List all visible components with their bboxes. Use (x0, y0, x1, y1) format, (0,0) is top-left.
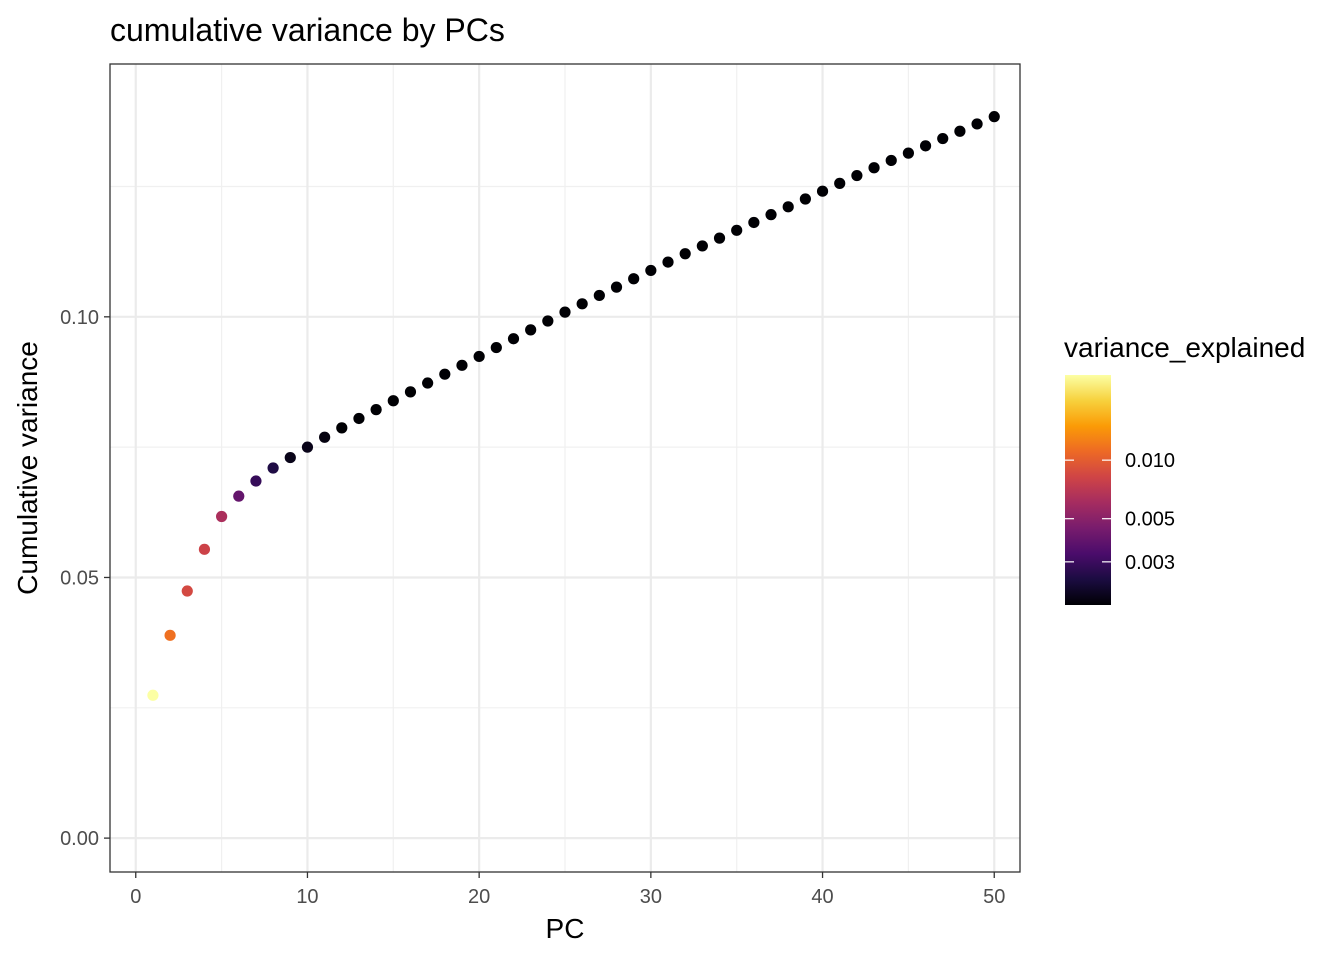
legend-tick-label: 0.010 (1125, 450, 1175, 472)
legend-ticks: 0.010 0.005 0.003 (1065, 450, 1175, 574)
y-tick-label: 0.00 (60, 828, 99, 850)
data-point (937, 132, 949, 145)
data-point (593, 289, 605, 302)
x-tick-label: 20 (468, 886, 490, 908)
data-point (868, 162, 880, 174)
panel-border (109, 63, 1021, 873)
data-point (731, 224, 743, 236)
data-point (473, 350, 485, 363)
plot-panel (109, 63, 1021, 873)
legend-tick-label: 0.005 (1125, 509, 1175, 531)
x-tick-label: 50 (983, 886, 1005, 908)
y-tick-label: 0.10 (60, 307, 99, 329)
x-tick-label: 40 (811, 886, 833, 908)
color-legend: variance_explained 0.010 0.005 0.003 (1064, 332, 1305, 605)
legend-tick-label: 0.003 (1125, 552, 1175, 574)
data-point (422, 377, 434, 389)
data-point (988, 111, 1000, 123)
data-point (713, 232, 726, 244)
data-point (233, 490, 245, 502)
data-point (851, 169, 863, 182)
legend-colorbar (1065, 375, 1111, 605)
data-points (147, 111, 1000, 701)
data-point (902, 147, 914, 159)
data-point (353, 412, 365, 425)
x-tick-label: 0 (130, 886, 141, 908)
data-point (679, 248, 691, 260)
data-point (336, 422, 348, 434)
legend-title: variance_explained (1064, 332, 1305, 363)
data-point (507, 333, 520, 345)
data-point (404, 386, 417, 398)
data-point (267, 462, 279, 474)
data-point (490, 341, 502, 354)
data-point (954, 125, 966, 137)
data-point (319, 431, 331, 443)
data-point (782, 201, 794, 213)
data-point (370, 404, 382, 416)
y-axis-title: Cumulative variance (12, 341, 43, 595)
data-point (645, 264, 657, 277)
data-point (816, 185, 829, 197)
data-point (748, 216, 760, 229)
data-point (834, 177, 846, 189)
data-point (628, 273, 640, 285)
data-point (971, 118, 983, 130)
data-point (559, 306, 571, 318)
data-point (439, 368, 451, 380)
grid-lines (110, 64, 1020, 872)
data-point (164, 629, 176, 641)
data-point (284, 451, 296, 464)
data-point (799, 193, 811, 205)
x-axis: 0 10 20 30 40 50 (130, 872, 1005, 908)
chart-title: cumulative variance by PCs (110, 12, 505, 48)
y-tick-label: 0.05 (60, 567, 99, 589)
y-axis: 0.00 0.05 0.10 (60, 307, 110, 850)
x-axis-title: PC (546, 913, 585, 944)
data-point (662, 256, 674, 268)
data-point (576, 298, 588, 310)
data-point (147, 689, 159, 701)
data-point (542, 315, 554, 327)
data-point (387, 395, 399, 407)
x-tick-label: 30 (640, 886, 662, 908)
data-point (525, 324, 537, 336)
data-point (181, 585, 193, 597)
data-point (301, 441, 314, 453)
x-tick-label: 10 (296, 886, 318, 908)
data-point (885, 154, 897, 167)
data-point (216, 510, 228, 523)
data-point (456, 359, 468, 371)
data-point (765, 209, 777, 221)
data-point (610, 281, 623, 293)
data-point (198, 543, 211, 555)
data-point (250, 475, 262, 487)
data-point (919, 140, 932, 152)
data-point (696, 240, 708, 252)
